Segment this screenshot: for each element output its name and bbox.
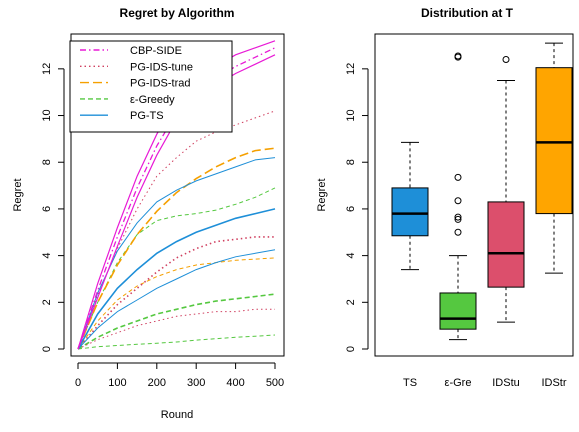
left-x-tick-label: 100 [108,377,126,389]
box-idstu-outlier [502,56,510,64]
series-pg-ids-tune-upper-band [77,110,276,350]
right-y-axis-label: Regret [316,178,328,211]
left-y-tick-label: 10 [41,109,53,121]
left-y-tick-label: 8 [41,159,53,165]
left-y-tick-label: 2 [41,299,53,305]
left-x-tick-label: 200 [148,377,166,389]
series-pg-ids-tune-line [77,236,275,350]
legend-label-cbp-side: CBP-SIDE [130,45,182,57]
box-gre-outlier [454,215,462,223]
right-y-tick-label: 8 [345,159,357,165]
left-x-tick-label: 400 [226,377,244,389]
series-greedy-line [77,293,276,350]
left-x-tick-label: 0 [75,377,81,389]
series-pg-ids-trad-line [77,147,276,350]
left-y-tick-label: 4 [41,253,53,259]
series-cbp-side-line [77,47,276,350]
right-plot-frame [374,33,574,357]
legend-label-pg-ids-trad: PG-IDS-trad [130,78,191,90]
left-y-tick-label: 6 [41,206,53,212]
box-gre-outlier [454,197,462,205]
right-y-tick-label: 0 [345,346,357,352]
box-idstu-body [487,201,525,288]
legend-label-pg-ids-tune: PG-IDS-tune [130,61,193,73]
right-y-tick-label: 2 [345,299,357,305]
left-plot-frame [70,33,285,357]
left-x-tick-label: 300 [187,377,205,389]
left-x-tick-label: 500 [266,377,284,389]
box-gre-outlier [454,213,462,221]
right-y-tick-label: 6 [345,206,357,212]
series-greedy-upper-band [77,187,276,350]
right-y-tick-label: 12 [345,63,357,75]
series-pg-ts-line [77,208,276,350]
right-x-tick-label-idstu: IDStu [492,377,520,389]
box-gre-outlier [454,173,462,181]
legend-box [69,40,233,133]
box-gre-body [439,292,477,330]
right-y-tick-label: 4 [345,253,357,259]
box-ts-body [391,187,429,237]
left-y-tick-label: 0 [41,346,53,352]
series-pg-ids-trad-lower-band [77,257,276,350]
right-x-tick-label-idstr: IDStr [541,377,566,389]
series-pg-ts-lower-band [77,249,276,350]
right-y-tick-label: 10 [345,109,357,121]
box-idstr-body [535,67,573,215]
chart-marks: 0 100 200 300 400 500024681012CBP-SIDEPG-IDS-… [41,33,574,389]
box-gre-outlier [454,52,462,60]
legend-label-pg-ts: PG-TS [130,110,164,122]
right-chart-title: Distribution at T [421,6,514,20]
left-x-axis-label: Round [161,409,193,421]
right-x-tick-label-gre: ε-Gre [445,377,472,389]
left-chart-title: Regret by Algorithm [120,6,235,20]
series-greedy-lower-band [77,334,276,350]
right-x-tick-label-ts: TS [403,377,417,389]
legend-label-greedy: ε-Greedy [130,94,175,106]
left-y-axis-label: Regret [12,178,24,211]
series-pg-ids-tune-lower-band [77,308,275,350]
left-y-tick-label: 12 [41,63,53,75]
box-gre-outlier [454,228,462,236]
